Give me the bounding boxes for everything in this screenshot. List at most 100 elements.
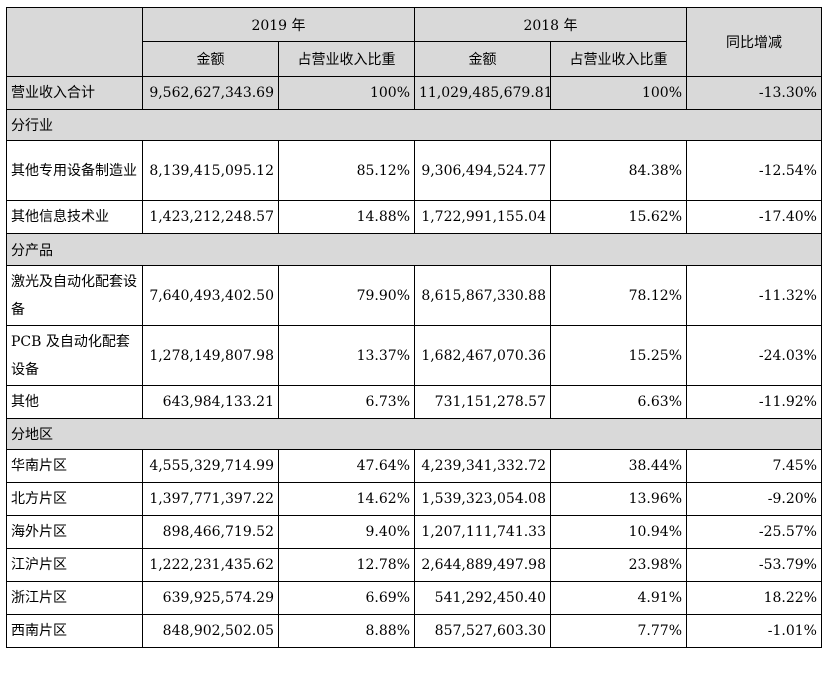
section-label: 分地区 bbox=[6, 418, 822, 450]
section-row-product: 分产品 bbox=[6, 233, 822, 266]
share-2018: 7.77% bbox=[550, 614, 687, 648]
table-row: 激光及自动化配套设备 7,640,493,402.50 79.90% 8,615… bbox=[6, 265, 822, 326]
amount-2018: 8,615,867,330.88 bbox=[414, 265, 551, 326]
header-amount-2019: 金额 bbox=[142, 41, 279, 77]
total-amount-2019: 9,562,627,343.69 bbox=[142, 76, 279, 110]
total-label: 营业收入合计 bbox=[6, 76, 143, 110]
share-2018: 15.62% bbox=[550, 200, 687, 234]
header-share-2018: 占营业收入比重 bbox=[550, 41, 687, 77]
amount-2018: 1,207,111,741.33 bbox=[414, 515, 551, 549]
table-row: 西南片区 848,902,502.05 8.88% 857,527,603.30… bbox=[6, 614, 822, 648]
table-row: 其他专用设备制造业 8,139,415,095.12 85.12% 9,306,… bbox=[6, 140, 822, 201]
yoy-change: -11.92% bbox=[686, 385, 822, 419]
row-label: 西南片区 bbox=[6, 614, 143, 648]
row-label: 激光及自动化配套设备 bbox=[6, 265, 143, 326]
amount-2019: 643,984,133.21 bbox=[142, 385, 279, 419]
header-yoy: 同比增减 bbox=[686, 7, 822, 77]
share-2018: 78.12% bbox=[550, 265, 687, 326]
yoy-change: -11.32% bbox=[686, 265, 822, 326]
row-label: PCB 及自动化配套设备 bbox=[6, 325, 143, 386]
share-2019: 14.62% bbox=[278, 482, 415, 516]
share-2018: 10.94% bbox=[550, 515, 687, 549]
amount-2019: 8,139,415,095.12 bbox=[142, 140, 279, 201]
amount-2018: 1,682,467,070.36 bbox=[414, 325, 551, 386]
yoy-change: -25.57% bbox=[686, 515, 822, 549]
header-amount-2018: 金额 bbox=[414, 41, 551, 77]
yoy-change: -24.03% bbox=[686, 325, 822, 386]
share-2019: 85.12% bbox=[278, 140, 415, 201]
yoy-change: -9.20% bbox=[686, 482, 822, 516]
share-2019: 9.40% bbox=[278, 515, 415, 549]
yoy-change: -1.01% bbox=[686, 614, 822, 648]
share-2019: 8.88% bbox=[278, 614, 415, 648]
table-row: 其他信息技术业 1,423,212,248.57 14.88% 1,722,99… bbox=[6, 200, 822, 234]
row-label: 华南片区 bbox=[6, 449, 143, 483]
share-2018: 38.44% bbox=[550, 449, 687, 483]
total-yoy: -13.30% bbox=[686, 76, 822, 110]
amount-2018: 9,306,494,524.77 bbox=[414, 140, 551, 201]
amount-2019: 639,925,574.29 bbox=[142, 581, 279, 615]
header-row-years: 2019 年 2018 年 同比增减 bbox=[6, 7, 822, 77]
header-share-2019: 占营业收入比重 bbox=[278, 41, 415, 77]
header-row-sub: 金额 占营业收入比重 金额 占营业收入比重 bbox=[7, 41, 822, 77]
row-label: 江沪片区 bbox=[6, 548, 143, 582]
table-row: 北方片区 1,397,771,397.22 14.62% 1,539,323,0… bbox=[6, 482, 822, 516]
yoy-change: -53.79% bbox=[686, 548, 822, 582]
table-row: 其他 643,984,133.21 6.73% 731,151,278.57 6… bbox=[6, 385, 822, 419]
header-2018: 2018 年 bbox=[414, 7, 687, 42]
table-row: PCB 及自动化配套设备 1,278,149,807.98 13.37% 1,6… bbox=[6, 325, 822, 386]
total-share-2018: 100% bbox=[550, 76, 687, 110]
yoy-change: -17.40% bbox=[686, 200, 822, 234]
share-2018: 13.96% bbox=[550, 482, 687, 516]
share-2018: 84.38% bbox=[550, 140, 687, 201]
section-label: 分行业 bbox=[6, 109, 822, 141]
table-row: 华南片区 4,555,329,714.99 47.64% 4,239,341,3… bbox=[6, 449, 822, 483]
share-2018: 4.91% bbox=[550, 581, 687, 615]
share-2019: 12.78% bbox=[278, 548, 415, 582]
total-share-2019: 100% bbox=[278, 76, 415, 110]
total-amount-2018: 11,029,485,679.81 bbox=[414, 76, 551, 110]
yoy-change: 18.22% bbox=[686, 581, 822, 615]
row-label: 海外片区 bbox=[6, 515, 143, 549]
amount-2019: 1,278,149,807.98 bbox=[142, 325, 279, 386]
yoy-change: 7.45% bbox=[686, 449, 822, 483]
total-row: 营业收入合计 9,562,627,343.69 100% 11,029,485,… bbox=[6, 76, 822, 110]
header-2019: 2019 年 bbox=[142, 7, 415, 42]
amount-2018: 731,151,278.57 bbox=[414, 385, 551, 419]
amount-2019: 7,640,493,402.50 bbox=[142, 265, 279, 326]
row-label: 浙江片区 bbox=[6, 581, 143, 615]
row-label: 其他专用设备制造业 bbox=[6, 140, 143, 201]
share-2018: 15.25% bbox=[550, 325, 687, 386]
share-2018: 23.98% bbox=[550, 548, 687, 582]
yoy-change: -12.54% bbox=[686, 140, 822, 201]
share-2019: 13.37% bbox=[278, 325, 415, 386]
amount-2019: 4,555,329,714.99 bbox=[142, 449, 279, 483]
amount-2019: 1,397,771,397.22 bbox=[142, 482, 279, 516]
header-corner bbox=[6, 7, 143, 77]
row-label: 北方片区 bbox=[6, 482, 143, 516]
revenue-table: 2019 年 2018 年 同比增减 金额 占营业收入比重 金额 占营业收入比重… bbox=[6, 7, 822, 648]
share-2019: 47.64% bbox=[278, 449, 415, 483]
amount-2018: 1,539,323,054.08 bbox=[414, 482, 551, 516]
amount-2019: 898,466,719.52 bbox=[142, 515, 279, 549]
amount-2018: 857,527,603.30 bbox=[414, 614, 551, 648]
section-label: 分产品 bbox=[6, 233, 822, 266]
section-row-region: 分地区 bbox=[6, 418, 822, 450]
row-label: 其他 bbox=[6, 385, 143, 419]
amount-2019: 848,902,502.05 bbox=[142, 614, 279, 648]
section-row-industry: 分行业 bbox=[6, 109, 822, 141]
share-2019: 14.88% bbox=[278, 200, 415, 234]
share-2018: 6.63% bbox=[550, 385, 687, 419]
share-2019: 6.73% bbox=[278, 385, 415, 419]
amount-2019: 1,423,212,248.57 bbox=[142, 200, 279, 234]
table-row: 浙江片区 639,925,574.29 6.69% 541,292,450.40… bbox=[6, 581, 822, 615]
amount-2018: 2,644,889,497.98 bbox=[414, 548, 551, 582]
table-row: 江沪片区 1,222,231,435.62 12.78% 2,644,889,4… bbox=[6, 548, 822, 582]
amount-2019: 1,222,231,435.62 bbox=[142, 548, 279, 582]
amount-2018: 541,292,450.40 bbox=[414, 581, 551, 615]
amount-2018: 4,239,341,332.72 bbox=[414, 449, 551, 483]
share-2019: 6.69% bbox=[278, 581, 415, 615]
row-label: 其他信息技术业 bbox=[6, 200, 143, 234]
amount-2018: 1,722,991,155.04 bbox=[414, 200, 551, 234]
share-2019: 79.90% bbox=[278, 265, 415, 326]
